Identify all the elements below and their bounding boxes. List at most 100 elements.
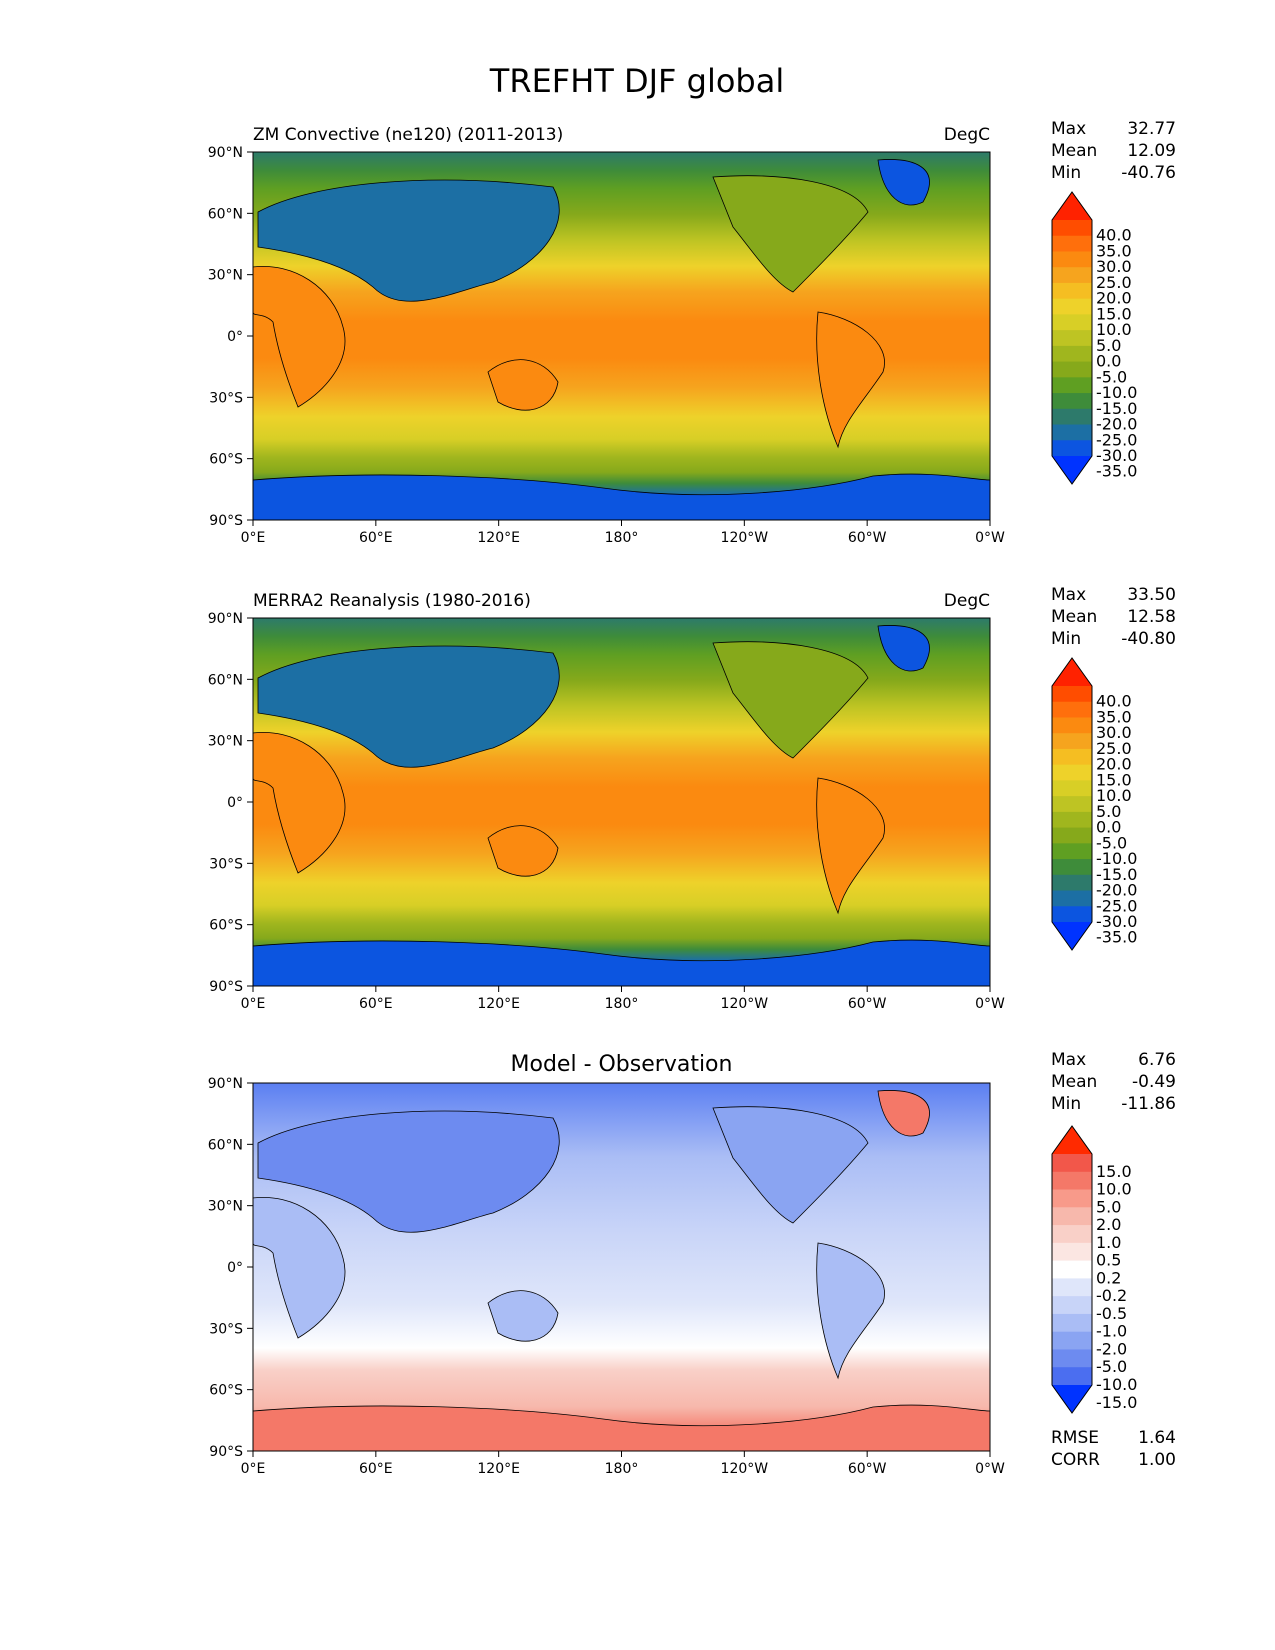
stat-value: -40.76 bbox=[1121, 163, 1176, 183]
colorbar-label: -15.0 bbox=[1096, 865, 1137, 884]
coastlines bbox=[252, 625, 991, 987]
colorbar-label: 0.0 bbox=[1096, 818, 1121, 837]
colorbar-bin bbox=[1052, 1367, 1092, 1386]
colorbar-label: 10.0 bbox=[1096, 320, 1132, 339]
colorbar-bin bbox=[1052, 1296, 1092, 1315]
lat-tick-label: 60°S bbox=[209, 452, 243, 468]
colorbar-bin bbox=[1052, 1154, 1092, 1173]
lon-tick-label: 120°E bbox=[477, 996, 520, 1012]
colorbar-bin bbox=[1052, 748, 1092, 766]
stat-label: Max bbox=[1051, 119, 1086, 139]
colorbar-bin bbox=[1052, 811, 1092, 829]
stat-value: 32.77 bbox=[1127, 119, 1176, 139]
lat-tick-label: 60°S bbox=[209, 1383, 243, 1399]
eurasia-shape bbox=[257, 1110, 560, 1233]
australia-shape bbox=[487, 825, 559, 877]
colorbar-label: 40.0 bbox=[1096, 692, 1132, 711]
greenland-shape bbox=[877, 625, 930, 672]
lon-tick-label: 60°W bbox=[848, 996, 887, 1012]
colorbar-label: -35.0 bbox=[1096, 462, 1137, 481]
coastlines bbox=[252, 1090, 991, 1452]
colorbar-label: -15.0 bbox=[1096, 1393, 1137, 1412]
lat-tick-label: 60°N bbox=[208, 206, 243, 222]
lon-tick-label: 0°E bbox=[241, 996, 266, 1012]
colorbar-label: -5.0 bbox=[1096, 367, 1127, 386]
colorbar-label: 25.0 bbox=[1096, 273, 1132, 292]
lat-tick-label: 90°S bbox=[209, 513, 243, 529]
colorbar-bin bbox=[1052, 440, 1092, 457]
lon-tick-label: 120°W bbox=[721, 996, 769, 1012]
colorbar-label: 5.0 bbox=[1096, 336, 1121, 355]
colorbar-bin bbox=[1052, 251, 1092, 268]
stat-label: Min bbox=[1051, 163, 1081, 183]
lat-tick-label: 30°N bbox=[208, 268, 243, 284]
colorbar-extend-max bbox=[1052, 658, 1092, 686]
colorbar-label: -35.0 bbox=[1096, 928, 1137, 947]
figure-title: TREFHT DJF global bbox=[489, 62, 784, 100]
eurasia-shape bbox=[257, 179, 560, 302]
lon-tick-label: 0°W bbox=[975, 1461, 1005, 1477]
colorbar-bin bbox=[1052, 1313, 1092, 1333]
colorbar-bin bbox=[1052, 1171, 1092, 1191]
south-america-shape bbox=[816, 1242, 885, 1380]
lon-tick-label: 120°E bbox=[477, 1461, 520, 1477]
stat-label: Min bbox=[1051, 629, 1081, 649]
colorbar-bin bbox=[1052, 267, 1092, 284]
colorbar-label: 35.0 bbox=[1096, 241, 1132, 260]
colorbar: 40.035.030.025.020.015.010.05.00.0-5.0-1… bbox=[1051, 191, 1137, 485]
africa-shape bbox=[252, 731, 346, 874]
colorbar-label: 0.2 bbox=[1096, 1268, 1121, 1287]
map-panel-diff: Model - Observation 90°N 60°N 30°N 0° 30°S 60°… bbox=[208, 1050, 1176, 1477]
stat-label: Mean bbox=[1051, 607, 1097, 627]
stat-label: RMSE bbox=[1051, 1428, 1099, 1448]
colorbar-bin bbox=[1052, 906, 1092, 923]
colorbar-label: -10.0 bbox=[1096, 849, 1137, 868]
greenland-shape bbox=[877, 159, 930, 206]
colorbar-label: 15.0 bbox=[1096, 1162, 1132, 1181]
stat-label: Mean bbox=[1051, 141, 1097, 161]
greenland-shape bbox=[877, 1090, 930, 1137]
colorbar-bin bbox=[1052, 843, 1092, 860]
lat-tick-label: 30°S bbox=[209, 856, 243, 872]
lon-tick-label: 0°E bbox=[241, 530, 266, 546]
colorbar-label: 30.0 bbox=[1096, 723, 1132, 742]
lon-tick-label: 120°W bbox=[721, 1461, 769, 1477]
colorbar-label: -25.0 bbox=[1096, 896, 1137, 915]
panel-left-title: ZM Convective (ne120) (2011-2013) bbox=[253, 125, 563, 145]
south-america-shape bbox=[816, 777, 885, 915]
south-america-shape bbox=[816, 311, 885, 449]
colorbar-label: 2.0 bbox=[1096, 1215, 1121, 1234]
colorbar-bin bbox=[1052, 330, 1092, 347]
north-america-shape bbox=[712, 1106, 869, 1224]
stat-value: 33.50 bbox=[1127, 585, 1176, 605]
lon-tick-label: 60°W bbox=[848, 530, 887, 546]
colorbar-extend-max bbox=[1052, 1126, 1092, 1154]
colorbar-bin bbox=[1052, 827, 1092, 844]
map-panel-obs: MERRA2 Reanalysis (1980-2016) DegC 90°N 60°… bbox=[208, 585, 1176, 1012]
lon-tick-label: 60°W bbox=[848, 1461, 887, 1477]
colorbar-bin bbox=[1052, 377, 1092, 394]
colorbar-bin bbox=[1052, 1225, 1092, 1244]
colorbar-label: 10.0 bbox=[1096, 1180, 1132, 1199]
colorbar-label: -15.0 bbox=[1096, 399, 1137, 418]
lat-tick-label: 60°S bbox=[209, 918, 243, 934]
stat-label: Min bbox=[1051, 1094, 1081, 1114]
stat-value: 12.09 bbox=[1127, 141, 1176, 161]
lon-tick-label: 120°W bbox=[721, 530, 769, 546]
colorbar-bin bbox=[1052, 345, 1092, 363]
colorbar-label: -10.0 bbox=[1096, 1375, 1137, 1394]
colorbar-label: -5.0 bbox=[1096, 1357, 1127, 1376]
lat-tick-label: 30°S bbox=[209, 390, 243, 406]
colorbar-label: -20.0 bbox=[1096, 415, 1137, 434]
colorbar-outline bbox=[1051, 657, 1093, 951]
colorbar-label: -0.2 bbox=[1096, 1286, 1127, 1305]
colorbar-bin bbox=[1052, 235, 1092, 252]
colorbar-bin bbox=[1052, 796, 1092, 813]
stat-value: 1.00 bbox=[1138, 1450, 1176, 1470]
colorbar-label: 15.0 bbox=[1096, 770, 1132, 789]
lat-tick-label: 30°N bbox=[208, 734, 243, 750]
australia-shape bbox=[487, 1290, 559, 1342]
lon-tick-label: 0°E bbox=[241, 1461, 266, 1477]
lat-tick-label: 0° bbox=[227, 1260, 243, 1276]
